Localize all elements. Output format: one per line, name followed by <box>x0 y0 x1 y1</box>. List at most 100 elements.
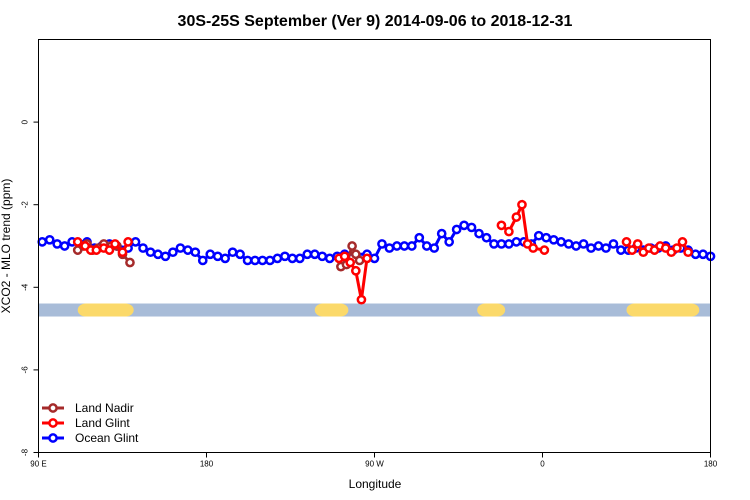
y-tick-label: -6 <box>21 366 30 374</box>
data-point <box>548 234 559 245</box>
data-point <box>429 243 440 253</box>
legend-entry: Land Nadir <box>42 401 134 415</box>
data-point <box>451 224 462 235</box>
land-segment <box>477 303 506 317</box>
data-point <box>504 239 514 249</box>
data-point <box>466 222 477 233</box>
data-point <box>205 249 216 260</box>
y-tick-label: -8 <box>21 448 30 456</box>
data-point <box>608 239 619 249</box>
data-point <box>197 255 208 266</box>
data-point <box>302 249 313 260</box>
data-point <box>175 243 186 253</box>
data-point <box>690 249 701 260</box>
legend-marker <box>48 433 58 443</box>
data-point <box>533 230 544 241</box>
data-point <box>130 237 141 247</box>
data-point <box>586 243 596 253</box>
data-point <box>182 245 193 255</box>
data-point <box>556 237 567 247</box>
x-tick-label: 90 W <box>365 460 384 469</box>
data-point <box>117 247 128 258</box>
data-point <box>309 249 320 260</box>
data-point <box>601 243 611 253</box>
data-point <box>621 237 632 247</box>
x-axis-label: Longitude <box>349 477 402 491</box>
data-point <box>528 243 539 253</box>
data-point <box>356 294 367 305</box>
legend-label: Ocean Glint <box>75 431 139 445</box>
ocean-bar <box>38 303 711 317</box>
data-point <box>511 212 522 222</box>
data-point <box>104 245 115 255</box>
data-point <box>578 239 589 249</box>
data-point <box>317 251 328 262</box>
data-point <box>444 237 455 247</box>
data-point <box>110 239 120 249</box>
land-segment <box>314 303 349 317</box>
data-point <box>242 255 253 266</box>
x-tick-label: 90 E <box>30 460 46 469</box>
y-axis-label: XCO2 - MLO trend (ppm) <box>0 179 13 314</box>
data-point <box>250 255 260 266</box>
data-point <box>541 232 552 243</box>
data-point <box>517 199 527 210</box>
data-point <box>91 245 102 255</box>
data-point <box>220 253 231 264</box>
land-segment <box>77 303 134 317</box>
data-point <box>212 251 223 262</box>
data-point <box>235 249 245 260</box>
x-tick-label: 180 <box>200 460 214 469</box>
data-point <box>632 239 643 249</box>
y-tick-label: -4 <box>21 283 30 291</box>
data-point <box>280 251 290 262</box>
data-point <box>265 255 275 266</box>
data-point <box>37 237 48 247</box>
legend-entry: Land Glint <box>42 416 130 430</box>
data-point <box>287 253 298 264</box>
data-point <box>399 241 410 251</box>
chart-title: 30S-25S September (Ver 9) 2014-09-06 to … <box>178 13 573 30</box>
data-point <box>616 245 626 255</box>
data-point <box>563 239 574 249</box>
data-point <box>496 239 507 249</box>
data-point <box>272 253 283 264</box>
legend-marker <box>48 418 58 428</box>
legend-label: Land Glint <box>75 416 130 430</box>
data-point <box>489 239 499 249</box>
data-point <box>257 255 268 266</box>
data-point <box>369 253 380 264</box>
data-point <box>511 237 522 247</box>
series-layer <box>37 199 716 305</box>
data-point <box>698 249 708 260</box>
y-axis-ticks: 0 -2 -4 -6 -8 <box>21 119 39 456</box>
data-point <box>481 232 492 243</box>
data-point <box>571 241 581 251</box>
legend-marker <box>48 403 58 413</box>
land-segment <box>626 303 700 317</box>
data-point <box>339 251 350 262</box>
data-point <box>436 228 447 239</box>
data-point <box>227 247 238 258</box>
data-point <box>153 249 163 260</box>
land-ocean-bar <box>38 303 711 317</box>
data-point <box>496 220 507 231</box>
data-point <box>384 243 395 253</box>
x-axis-ticks: 90 E 180 90 W 0 180 <box>30 452 718 469</box>
x-tick-label: 0 <box>540 460 545 469</box>
data-point <box>72 237 83 247</box>
y-tick-label: -2 <box>21 201 30 209</box>
x-tick-label: 180 <box>704 460 718 469</box>
data-point <box>683 247 693 258</box>
data-point <box>539 245 550 255</box>
data-point <box>125 257 135 268</box>
data-point <box>474 228 484 239</box>
data-point <box>190 247 201 258</box>
data-point <box>294 253 305 264</box>
data-point <box>350 265 361 276</box>
legend-entry: Ocean Glint <box>42 431 139 445</box>
data-point <box>377 239 387 249</box>
data-point <box>459 220 469 231</box>
data-point <box>160 251 171 262</box>
